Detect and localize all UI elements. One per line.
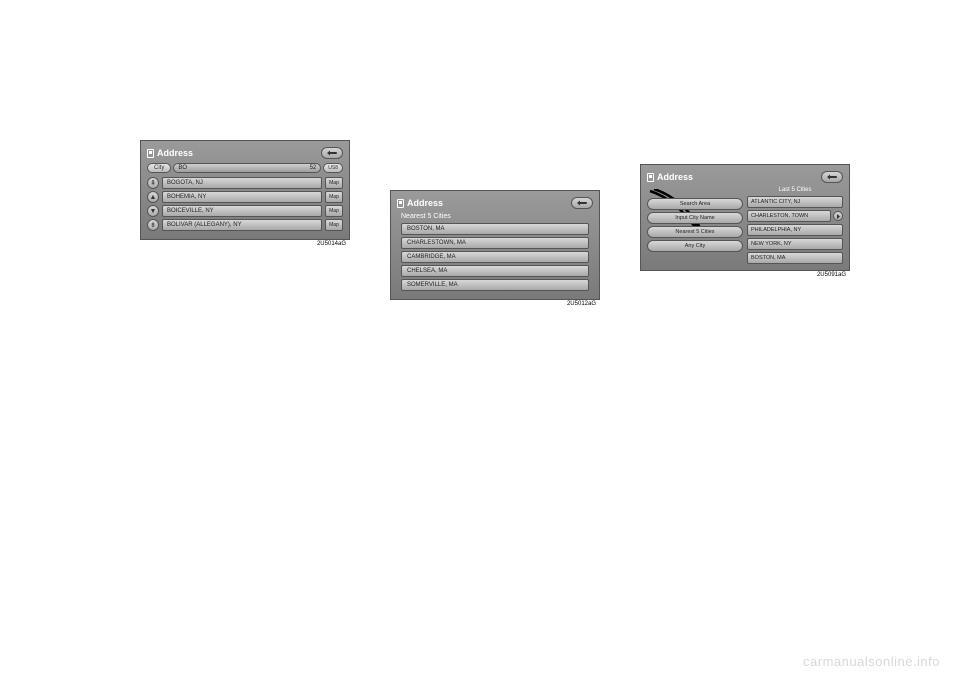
title-text: Address xyxy=(657,172,693,182)
screen-title: Address xyxy=(647,172,693,182)
page-watermark: carmanualsonline.info xyxy=(803,654,940,669)
city-list-item[interactable]: BOLIVAR (ALLEGANY), NY xyxy=(162,219,322,231)
screen-title: Address xyxy=(147,148,193,158)
region-chip[interactable]: US8 xyxy=(323,163,343,173)
image-id-strip: 2U5012aG xyxy=(390,300,600,308)
scroll-bottom-button[interactable]: ⇟ xyxy=(147,219,159,231)
scroll-right-button[interactable] xyxy=(833,211,843,221)
back-arrow-icon xyxy=(826,174,838,180)
city-list-item[interactable]: CHELSEA, MA xyxy=(401,265,589,277)
address-icon xyxy=(397,199,404,208)
search-area-button[interactable]: Search Area xyxy=(647,198,743,210)
city-list-item[interactable]: BOGOTA, NJ xyxy=(162,177,322,189)
history-city-item[interactable]: CHARLESTON, TOWN xyxy=(747,210,831,222)
address-icon xyxy=(647,173,654,182)
title-text: Address xyxy=(157,148,193,158)
result-count: 52 xyxy=(310,165,317,171)
image-id-strip: 2U5014aG xyxy=(140,240,350,248)
back-button[interactable] xyxy=(321,147,343,159)
title-text: Address xyxy=(407,198,443,208)
last-cities-header: Last 5 Cities xyxy=(747,187,843,193)
history-city-item[interactable]: BOSTON, MA xyxy=(747,252,843,264)
history-city-item[interactable]: NEW YORK, NY xyxy=(747,238,843,250)
nearest-cities-button[interactable]: Nearest 5 Cities xyxy=(647,226,743,238)
scroll-up-button[interactable]: ▲ xyxy=(147,191,159,203)
city-chip[interactable]: City xyxy=(147,163,171,173)
map-button[interactable]: Map xyxy=(325,219,343,231)
scroll-top-button[interactable]: ⇞ xyxy=(147,177,159,189)
map-button[interactable]: Map xyxy=(325,205,343,217)
map-button[interactable]: Map xyxy=(325,191,343,203)
city-list-item[interactable]: BOSTON, MA xyxy=(401,223,589,235)
any-city-button[interactable]: Any City xyxy=(647,240,743,252)
subheading: Nearest 5 Cities xyxy=(401,213,593,220)
search-prefix: BO xyxy=(178,165,187,171)
input-city-name-button[interactable]: Input City Name xyxy=(647,212,743,224)
map-button[interactable]: Map xyxy=(325,177,343,189)
scroll-down-button[interactable]: ▼ xyxy=(147,205,159,217)
history-city-item[interactable]: PHILADELPHIA, NY xyxy=(747,224,843,236)
back-arrow-icon xyxy=(326,150,338,156)
screenshot-address-city-list: Address City BO 52 US8 xyxy=(140,140,350,248)
screenshot-last-cities: Address Sea xyxy=(640,164,850,279)
search-bar[interactable]: BO 52 xyxy=(173,163,321,173)
back-button[interactable] xyxy=(571,197,593,209)
back-button[interactable] xyxy=(821,171,843,183)
screen-title: Address xyxy=(397,198,443,208)
city-list-item[interactable]: CAMBRIDGE, MA xyxy=(401,251,589,263)
city-list-item[interactable]: CHARLESTOWN, MA xyxy=(401,237,589,249)
city-list-item[interactable]: SOMERVILLE, MA xyxy=(401,279,589,291)
history-city-item[interactable]: ATLANTIC CITY, NJ xyxy=(747,196,843,208)
chevron-right-icon xyxy=(836,214,841,219)
screenshot-nearest-cities: Address Nearest 5 Cities BOSTON, MA CHAR… xyxy=(390,190,600,308)
city-list-item[interactable]: BOHEMIA, NY xyxy=(162,191,322,203)
city-list-item[interactable]: BOICEVILLE, NY xyxy=(162,205,322,217)
address-icon xyxy=(147,149,154,158)
image-id-strip: 2U5091aG xyxy=(640,271,850,279)
back-arrow-icon xyxy=(576,200,588,206)
